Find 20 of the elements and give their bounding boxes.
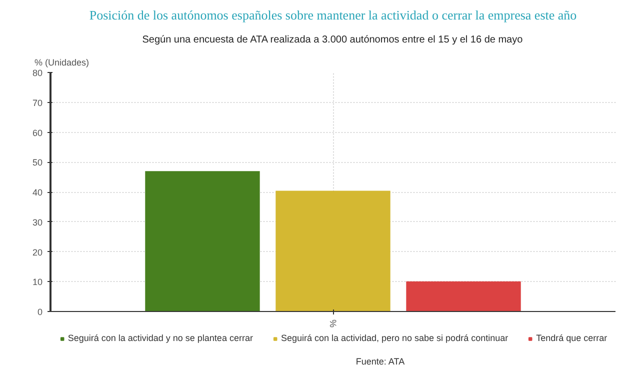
- x-tick-label: %: [328, 320, 338, 328]
- y-tick-label: 10: [32, 277, 43, 288]
- legend-label: Seguirá con la actividad y no se plantea cerrar: [68, 333, 253, 343]
- bar: [406, 281, 521, 312]
- bar: [276, 190, 390, 312]
- y-tick-label: 50: [32, 158, 43, 168]
- y-tick-label: 80: [32, 68, 43, 78]
- y-tick-label: 70: [32, 98, 43, 108]
- y-tick-label: 20: [32, 247, 43, 258]
- bar: [145, 171, 260, 312]
- chart-title: Posición de los autónomos españoles sobre mantener la actividad o cerrar la empresa este año: [89, 8, 577, 22]
- legend-label: Tendrá que cerrar: [536, 333, 608, 343]
- chart-subtitle: Según una encuesta de ATA realizada a 3.000 autónomos entre el 15 y el 16 de mayo: [142, 34, 524, 46]
- legend-label: Seguirá con la actividad, pero no sabe si podrá continuar: [280, 333, 508, 343]
- y-tick-label: 0: [37, 307, 43, 317]
- y-tick-label: 60: [32, 128, 43, 138]
- y-axis-title: % (Unidades): [34, 58, 90, 68]
- y-tick-label: 30: [32, 217, 43, 228]
- y-tick-label: 40: [32, 188, 43, 198]
- source-note: Fuente: ATA: [356, 356, 405, 366]
